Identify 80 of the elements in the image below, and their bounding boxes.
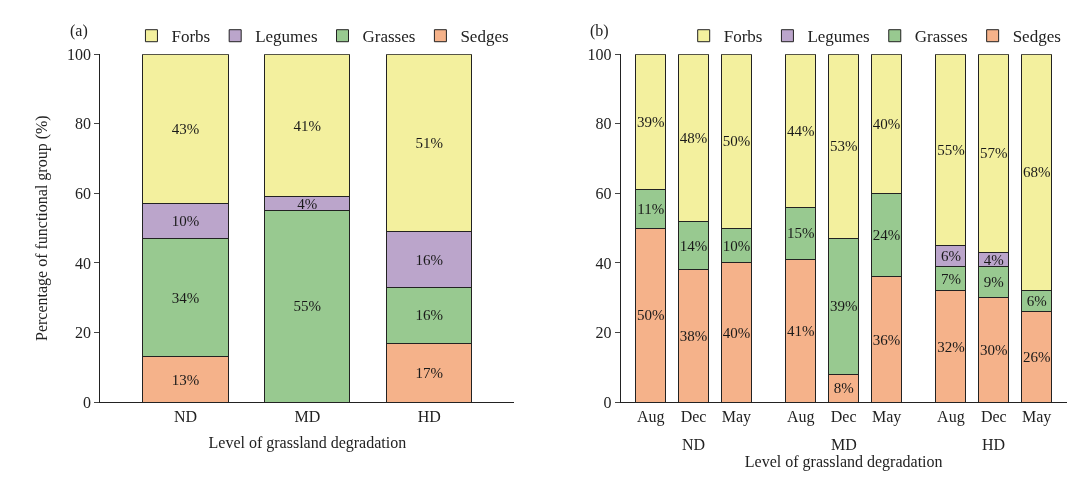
data-label: 53% [829, 138, 858, 155]
y-tick-label: 20 [75, 324, 92, 342]
data-label: 6% [1026, 293, 1047, 310]
legend-label: Forbs [723, 27, 763, 47]
data-label: 50% [722, 133, 751, 150]
data-label: 9% [983, 274, 1004, 291]
x-tick-label: MD [294, 408, 321, 426]
data-label: 39% [829, 298, 858, 315]
data-label: 16% [415, 251, 443, 268]
x-tick-label: May [871, 408, 902, 427]
x-axis-title: Level of grassland degradation [208, 434, 407, 453]
x-tick-label: Dec [980, 408, 1007, 426]
y-tick-label: 80 [75, 115, 92, 133]
x-tick-label: May [1022, 408, 1052, 427]
legend-label: Sedges [460, 27, 509, 47]
legend-label: Grasses [914, 27, 968, 47]
data-label: 40% [722, 324, 751, 341]
data-label: 24% [872, 227, 901, 244]
data-label: 68% [1022, 164, 1051, 181]
data-label: 39% [636, 114, 665, 131]
chart-title: (a) [70, 22, 88, 40]
legend-label: Sedges [1012, 27, 1061, 47]
y-tick-label: 60 [75, 184, 92, 202]
data-label: 8% [833, 380, 854, 397]
y-tick-label: 60 [595, 184, 612, 202]
x-tick-label: Dec [680, 408, 707, 426]
data-label: 36% [872, 331, 901, 348]
data-label: 4% [983, 251, 1004, 268]
data-label: 55% [293, 298, 322, 315]
data-label: 6% [940, 248, 961, 265]
y-tick-label: 0 [83, 393, 92, 411]
data-label: 32% [937, 338, 965, 355]
x-tick-label: ND [173, 408, 198, 426]
x-axis-title: Level of grassland degradation [744, 453, 943, 472]
data-label: 17% [415, 364, 443, 381]
text: MD [831, 436, 857, 453]
data-label: 15% [787, 225, 815, 242]
data-label: 14% [679, 237, 708, 254]
data-label: 44% [787, 122, 815, 139]
x-tick-label: May [721, 408, 752, 427]
y-tick-label: 100 [67, 45, 92, 63]
data-label: 38% [679, 328, 708, 345]
x-tick-label: HD [417, 408, 441, 426]
data-label: 16% [415, 307, 443, 324]
data-label: 50% [636, 307, 665, 324]
text: HD [982, 436, 1006, 453]
y-tick-label: 20 [595, 324, 612, 342]
y-tick-label: 40 [595, 254, 612, 272]
data-label: 10% [722, 237, 751, 254]
data-label: 43% [171, 120, 200, 137]
chart-title: (b) [590, 22, 609, 40]
x-tick-label: Aug [937, 408, 965, 427]
y-tick-label: 80 [595, 115, 612, 133]
legend-label: Forbs [171, 27, 211, 47]
y-tick-label: 40 [75, 254, 92, 272]
data-label: 13% [171, 371, 200, 388]
y-axis-title: Percentage of functional group (%) [32, 115, 51, 342]
data-label: 30% [980, 341, 1008, 358]
data-label: 7% [940, 270, 961, 287]
legend-label: Grasses [362, 27, 416, 47]
x-tick-label: Aug [636, 408, 665, 427]
y-tick-label: 100 [587, 45, 612, 63]
data-label: 26% [1022, 348, 1051, 365]
y-tick-label: 0 [603, 393, 612, 411]
x-tick-label: Dec [830, 408, 857, 426]
data-label: 48% [679, 129, 708, 146]
data-label: 10% [171, 213, 200, 230]
data-label: 55% [937, 141, 965, 158]
legend-label: Legumes [255, 27, 318, 47]
data-label: 41% [293, 117, 322, 134]
data-label: 4% [297, 195, 318, 212]
data-label: 41% [787, 322, 815, 339]
data-label: 11% [637, 201, 665, 218]
x-tick-label: Aug [787, 408, 815, 427]
data-label: 57% [980, 145, 1008, 162]
data-label: 51% [415, 134, 443, 151]
text: ND [682, 436, 706, 453]
data-label: 40% [872, 115, 901, 132]
legend-label: Legumes [807, 27, 870, 47]
data-label: 34% [171, 289, 200, 306]
